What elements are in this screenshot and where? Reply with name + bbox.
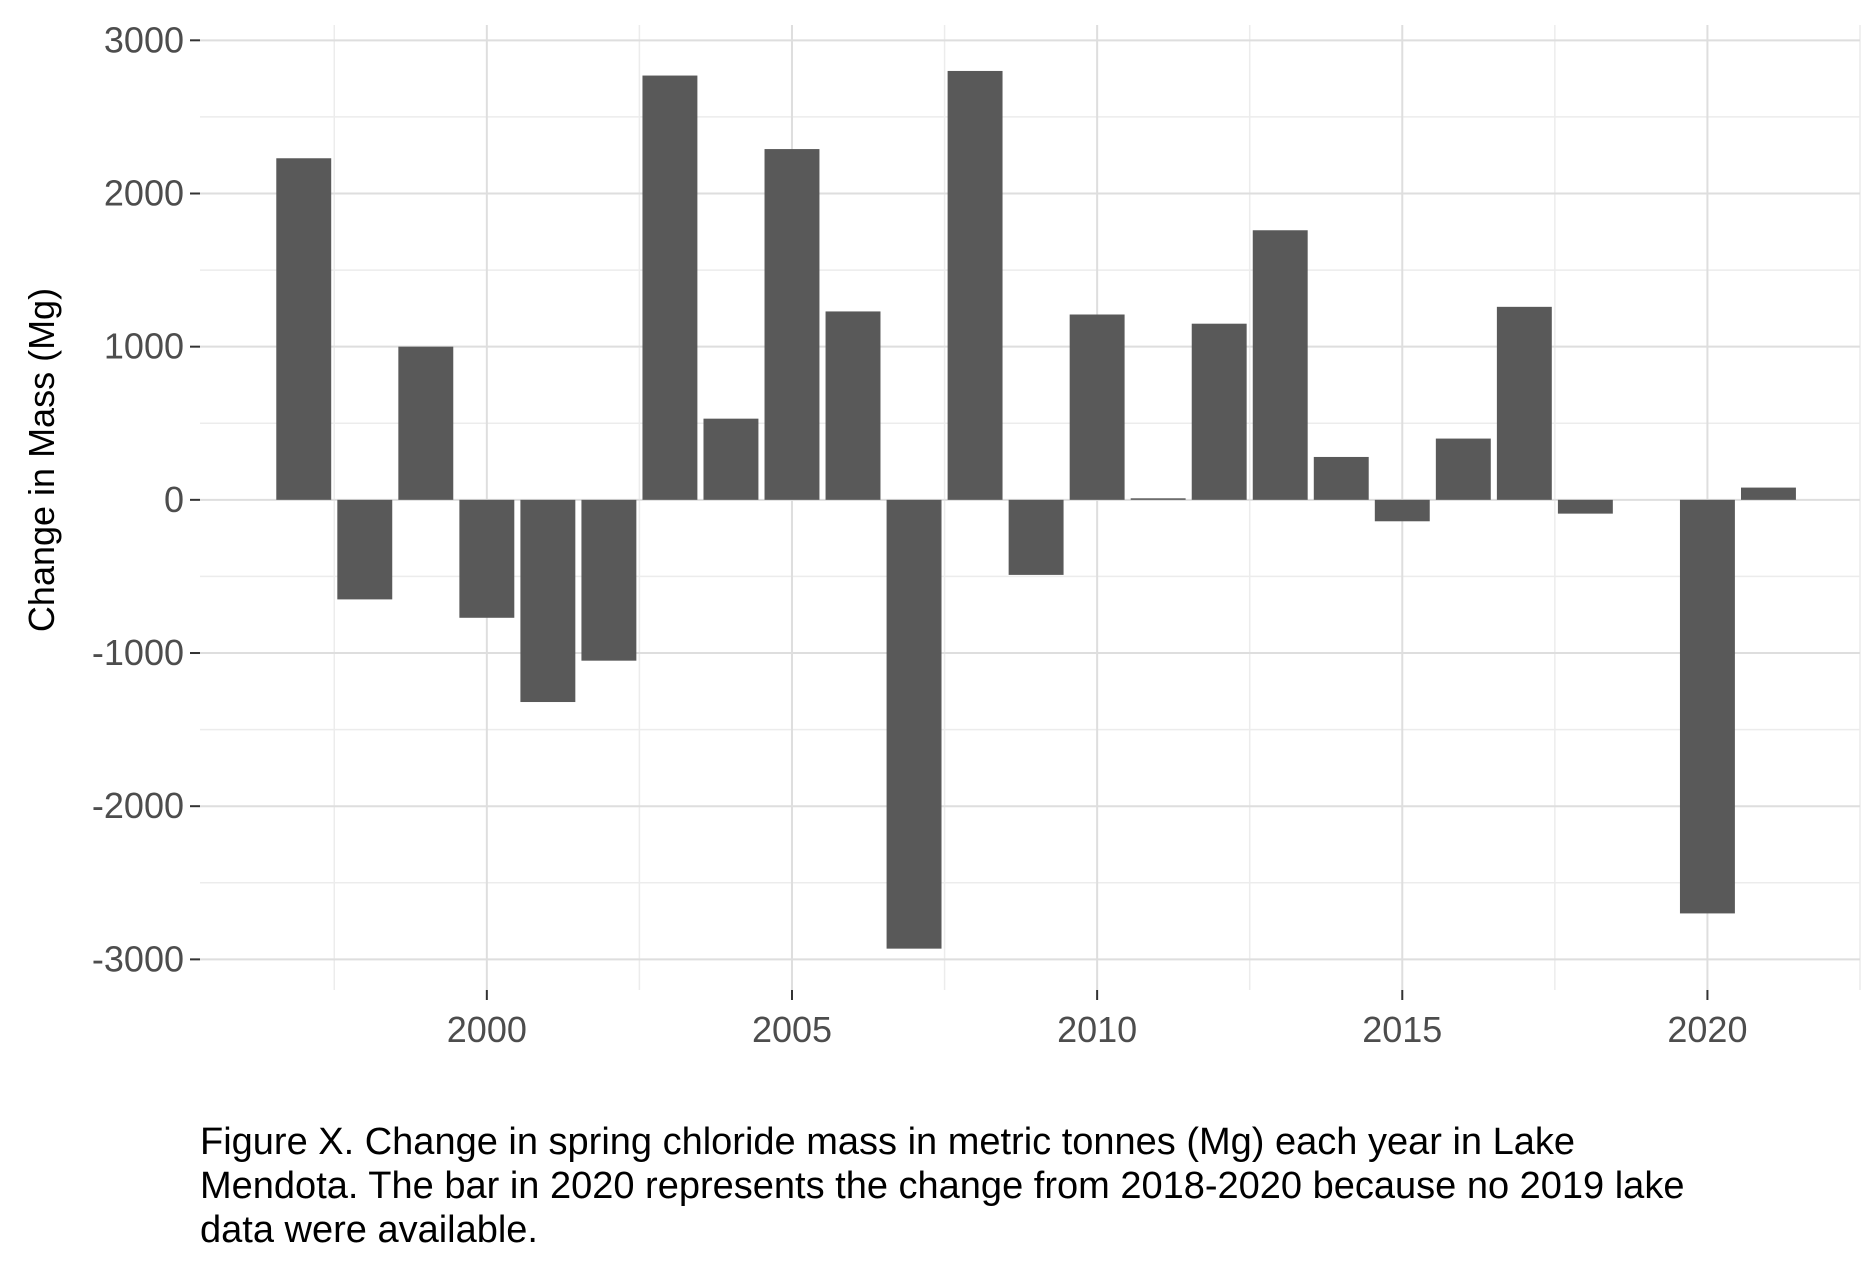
y-tick-label: -3000 <box>92 938 184 979</box>
bar-2012 <box>1191 323 1247 500</box>
x-tick-label: 2015 <box>1362 1009 1442 1050</box>
bar-2021 <box>1740 487 1796 500</box>
y-tick-label: -1000 <box>92 632 184 673</box>
bar-2008 <box>947 70 1003 500</box>
bar-1997 <box>276 158 332 500</box>
y-tick-label: -2000 <box>92 785 184 826</box>
y-tick-label: 0 <box>164 479 184 520</box>
x-tick-label: 2000 <box>447 1009 527 1050</box>
bar-2011 <box>1130 498 1186 500</box>
bar-2016 <box>1435 438 1491 500</box>
figure-caption: Figure X. Change in spring chloride mass… <box>200 1120 1850 1252</box>
x-tick-label: 2010 <box>1057 1009 1137 1050</box>
bar-2015 <box>1374 499 1430 522</box>
axes: -3000 -2000 -1000 0 1000 2000 3000 2000 2005 2010… <box>92 19 1748 1050</box>
x-tick-label: 2020 <box>1667 1009 1747 1050</box>
y-tick-label: 3000 <box>104 19 184 60</box>
bar-2020 <box>1679 499 1735 914</box>
bar-2018 <box>1557 499 1613 514</box>
bar-2014 <box>1313 456 1369 500</box>
bar-1998 <box>337 499 393 600</box>
bar-2007 <box>886 499 942 949</box>
grid-lines <box>200 25 1861 990</box>
bars <box>276 70 1796 949</box>
caption-line-3: data were available. <box>200 1209 538 1251</box>
bar-1999 <box>398 346 454 500</box>
bar-2017 <box>1496 306 1552 500</box>
bar-2005 <box>764 149 820 500</box>
bar-2002 <box>581 499 637 661</box>
bar-2000 <box>459 499 515 618</box>
caption-line-2: Mendota. The bar in 2020 represents the … <box>200 1165 1685 1207</box>
bar-2003 <box>642 75 698 500</box>
y-axis-label: Change in Mass (Mg) <box>21 288 62 632</box>
bar-2013 <box>1252 230 1308 500</box>
bar-2001 <box>520 499 576 703</box>
bar-2009 <box>1008 499 1064 575</box>
bar-chart: -3000 -2000 -1000 0 1000 2000 3000 2000 2005 2010… <box>21 19 1861 1050</box>
y-tick-label: 2000 <box>104 172 184 213</box>
bar-2006 <box>825 311 881 500</box>
bar-2010 <box>1069 314 1125 500</box>
bar-2004 <box>703 418 759 500</box>
x-tick-label: 2005 <box>752 1009 832 1050</box>
caption-line-1: Figure X. Change in spring chloride mass… <box>200 1121 1575 1163</box>
y-tick-label: 1000 <box>104 326 184 367</box>
